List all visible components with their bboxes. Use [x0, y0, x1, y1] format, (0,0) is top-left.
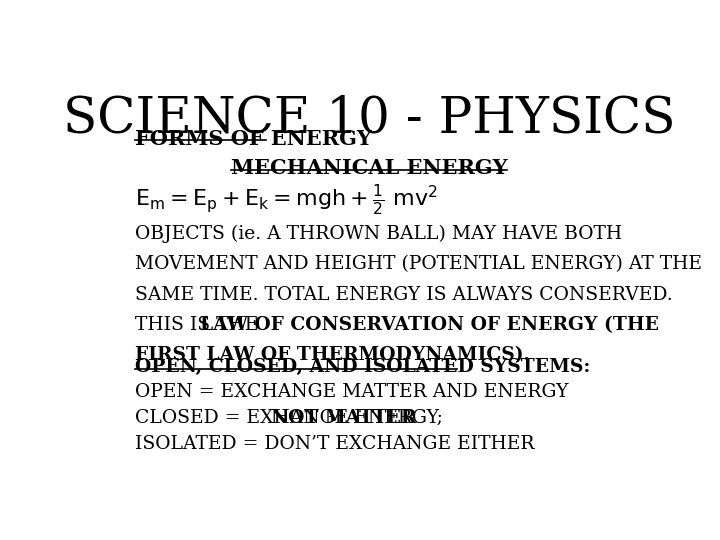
Text: OBJECTS (ie. A THROWN BALL) MAY HAVE BOTH: OBJECTS (ie. A THROWN BALL) MAY HAVE BOT… [135, 225, 622, 243]
Text: OPEN, CLOSED, AND ISOLATED SYSTEMS:: OPEN, CLOSED, AND ISOLATED SYSTEMS: [135, 358, 590, 376]
Text: SAME TIME. TOTAL ENERGY IS ALWAYS CONSERVED.: SAME TIME. TOTAL ENERGY IS ALWAYS CONSER… [135, 286, 672, 303]
Text: SCIENCE 10 - PHYSICS: SCIENCE 10 - PHYSICS [63, 94, 675, 143]
Text: NOT MATTER: NOT MATTER [271, 409, 417, 427]
Text: THIS IS THE: THIS IS THE [135, 316, 264, 334]
Text: MECHANICAL ENERGY: MECHANICAL ENERGY [230, 158, 508, 178]
Text: OPEN = EXCHANGE MATTER AND ENERGY: OPEN = EXCHANGE MATTER AND ENERGY [135, 383, 568, 401]
Text: MOVEMENT AND HEIGHT (POTENTIAL ENERGY) AT THE: MOVEMENT AND HEIGHT (POTENTIAL ENERGY) A… [135, 255, 701, 273]
Text: ISOLATED = DON’T EXCHANGE EITHER: ISOLATED = DON’T EXCHANGE EITHER [135, 435, 534, 453]
Text: FORMS OF ENERGY: FORMS OF ENERGY [135, 129, 372, 149]
Text: $\mathrm{E_m = E_p + E_k = mgh + \frac{1}{2}\ mv^2}$: $\mathrm{E_m = E_p + E_k = mgh + \frac{1… [135, 182, 438, 217]
Text: FIRST LAW OF THERMODYNAMICS).: FIRST LAW OF THERMODYNAMICS). [135, 346, 530, 364]
Text: LAW OF CONSERVATION OF ENERGY (THE: LAW OF CONSERVATION OF ENERGY (THE [200, 316, 660, 334]
Text: CLOSED = EXHANGE ENERGY;: CLOSED = EXHANGE ENERGY; [135, 409, 449, 427]
